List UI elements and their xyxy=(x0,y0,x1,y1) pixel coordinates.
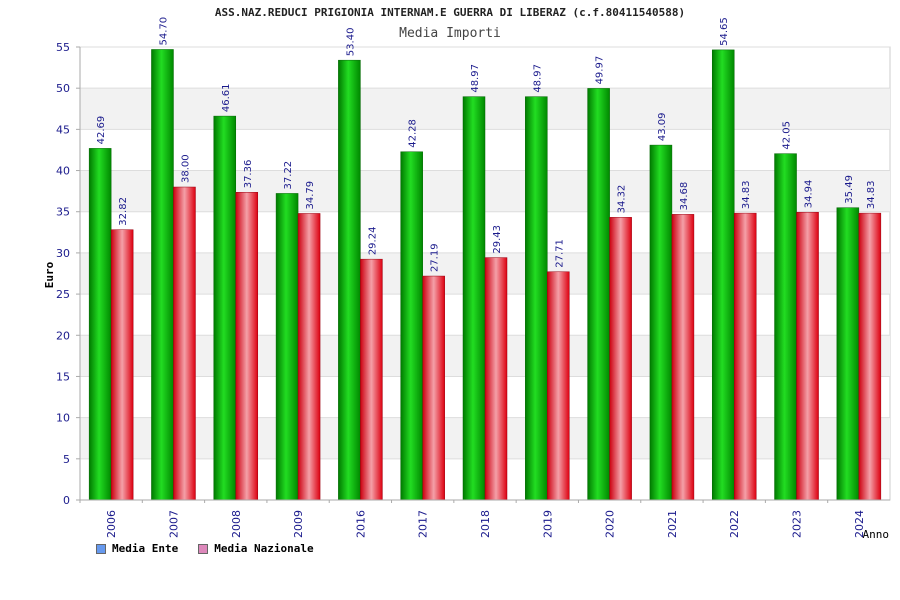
bar-nazionale xyxy=(173,186,196,501)
value-label-nazionale: 34.83 xyxy=(741,180,752,209)
value-label-nazionale: 29.43 xyxy=(492,225,503,254)
value-label-ente: 48.97 xyxy=(470,64,481,93)
x-tick-label: 2022 xyxy=(728,510,741,538)
bar-nazionale xyxy=(609,217,632,501)
bar-nazionale xyxy=(235,192,259,501)
bar-nazionale xyxy=(297,213,321,501)
bar-nazionale xyxy=(671,214,695,501)
value-label-nazionale: 27.71 xyxy=(554,239,565,268)
chart-title: ASS.NAZ.REDUCI PRIGIONIA INTERNAM.E GUER… xyxy=(214,6,686,19)
x-tick-label: 2009 xyxy=(292,510,305,538)
bar-nazionale xyxy=(858,212,882,501)
axes: 0 5 10 15 20 25 30 35 40 45 50 55 2006 2007 2008 2009 20… xyxy=(56,41,890,538)
bar-ente xyxy=(836,207,860,501)
bar-ente xyxy=(213,115,237,501)
y-tick-label: 45 xyxy=(56,123,70,136)
bar-nazionale xyxy=(796,211,819,501)
value-label-nazionale: 34.94 xyxy=(804,180,815,209)
bar-ente xyxy=(462,96,486,501)
legend: Media Ente Media Nazionale xyxy=(96,542,314,555)
x-tick-label: 2008 xyxy=(230,510,243,538)
bar-nazionale xyxy=(547,271,570,501)
value-label-ente: 35.49 xyxy=(844,175,855,204)
x-tick-label: 2023 xyxy=(791,510,804,538)
value-label-nazionale: 34.68 xyxy=(679,182,690,211)
value-label-nazionale: 34.79 xyxy=(305,181,316,210)
bar-ente xyxy=(525,96,548,501)
x-tick-label: 2021 xyxy=(666,510,679,538)
bar-ente xyxy=(400,151,423,501)
value-label-ente: 42.05 xyxy=(782,121,793,150)
y-tick-label: 20 xyxy=(56,329,70,342)
y-tick-label: 40 xyxy=(56,165,70,178)
bar-ente xyxy=(151,49,174,501)
y-tick-label: 0 xyxy=(63,494,70,507)
bar-ente xyxy=(587,88,610,501)
chart-subtitle: Media Importi xyxy=(399,26,501,41)
x-tick-label: 2024 xyxy=(853,510,866,538)
y-tick-label: 30 xyxy=(56,247,70,260)
y-axis-title: Euro xyxy=(43,261,56,288)
x-tick-label: 2016 xyxy=(354,510,367,538)
y-tick-label: 5 xyxy=(63,453,70,466)
value-label-nazionale: 37.36 xyxy=(243,160,254,189)
value-label-nazionale: 34.83 xyxy=(866,180,877,209)
legend-label-ente: Media Ente xyxy=(112,542,179,555)
legend-swatch-ente xyxy=(96,543,106,554)
value-label-ente: 37.22 xyxy=(283,161,294,190)
bar-ente xyxy=(275,193,299,501)
bar-nazionale xyxy=(110,229,134,501)
legend-item-ente: Media Ente xyxy=(96,542,178,555)
y-tick-label: 10 xyxy=(56,412,70,425)
x-tick-label: 2020 xyxy=(604,510,617,538)
value-label-ente: 49.97 xyxy=(595,56,606,85)
value-labels: 42.69 32.82 54.70 38.00 46.61 37.36 37.22 34.79… xyxy=(96,17,877,272)
value-label-ente: 42.69 xyxy=(96,116,107,145)
bars-group xyxy=(88,49,882,501)
legend-swatch-nazionale xyxy=(198,543,209,554)
value-label-nazionale: 38.00 xyxy=(180,154,191,183)
value-label-ente: 46.61 xyxy=(221,83,232,112)
value-label-ente: 53.40 xyxy=(345,28,356,57)
value-label-nazionale: 32.82 xyxy=(118,197,129,226)
x-axis-title: Anno xyxy=(863,528,890,541)
x-tick-label: 2019 xyxy=(541,510,554,538)
y-tick-label: 25 xyxy=(56,288,70,301)
value-label-ente: 54.70 xyxy=(158,17,169,46)
bar-nazionale xyxy=(484,257,508,501)
value-label-ente: 42.28 xyxy=(408,119,419,148)
legend-item-nazionale: Media Nazionale xyxy=(198,542,314,555)
y-tick-label: 55 xyxy=(56,41,70,54)
bar-ente xyxy=(711,49,735,501)
bar-nazionale xyxy=(360,258,383,501)
bar-ente xyxy=(774,153,797,501)
y-tick-label: 35 xyxy=(56,206,70,219)
bar-ente xyxy=(649,144,673,501)
value-label-nazionale: 34.32 xyxy=(617,185,628,214)
y-tick-label: 15 xyxy=(56,370,70,383)
x-tick-label: 2017 xyxy=(417,510,430,538)
bar-nazionale xyxy=(733,212,757,501)
bar-ente xyxy=(338,59,361,501)
x-tick-label: 2007 xyxy=(167,510,180,538)
bar-ente xyxy=(88,148,112,501)
legend-label-nazionale: Media Nazionale xyxy=(214,542,314,555)
value-label-nazionale: 27.19 xyxy=(430,243,441,272)
x-tick-label: 2018 xyxy=(479,510,492,538)
value-label-ente: 48.97 xyxy=(532,64,543,93)
value-label-ente: 43.09 xyxy=(657,112,668,141)
value-label-ente: 54.65 xyxy=(719,17,730,46)
y-tick-label: 50 xyxy=(56,82,70,95)
value-label-nazionale: 29.24 xyxy=(367,227,378,256)
bar-nazionale xyxy=(422,275,445,501)
x-tick-label: 2006 xyxy=(105,510,118,538)
